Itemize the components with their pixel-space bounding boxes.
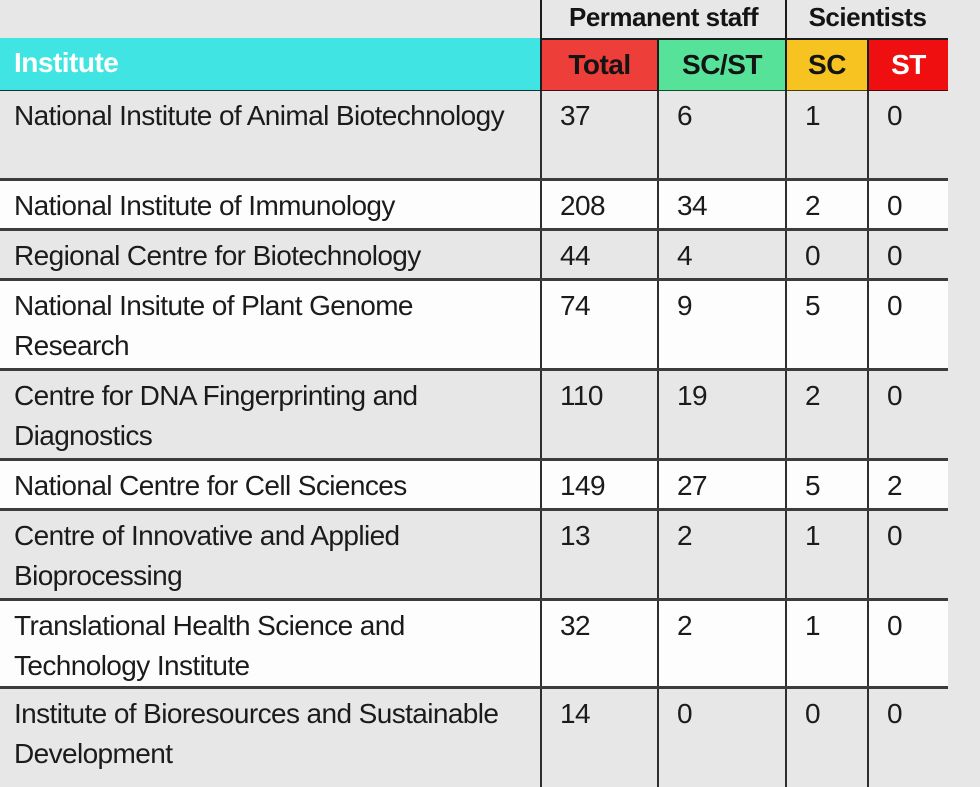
institute-name: Regional Centre for Biotechnology [14, 240, 421, 271]
table-row: Institute of Bioresources and Sustainabl… [0, 689, 948, 787]
total-value: 14 [540, 689, 657, 787]
column-header-st: ST [867, 38, 948, 93]
group-header-spacer [0, 0, 540, 38]
institute-name: National Insitute of Plant Genome Resear… [14, 290, 413, 361]
sc-st-value: 34 [657, 181, 785, 228]
column-header-sc-st: SC/ST [657, 38, 785, 93]
sc-value: 2 [785, 181, 867, 228]
sc-st-value: 6 [657, 91, 785, 178]
sc-st-value: 4 [657, 231, 785, 278]
group-header-row: Permanent staff Scientists [0, 0, 948, 38]
total-value: 13 [540, 511, 657, 598]
institute-name: National Institute of Animal Biotechnolo… [14, 100, 505, 131]
sc-value: 1 [785, 601, 867, 686]
sc-st-value: 0 [657, 689, 785, 787]
st-value: 0 [867, 181, 948, 228]
group-header-permanent-staff: Permanent staff [540, 0, 785, 38]
table-row: Regional Centre for Biotechnology 44 4 0… [0, 231, 948, 281]
total-value: 74 [540, 281, 657, 368]
institute-name: National Institute of Immunology [14, 190, 395, 221]
st-value: 0 [867, 511, 948, 598]
st-value: 0 [867, 281, 948, 368]
table-row: Centre of Innovative and Applied Bioproc… [0, 511, 948, 601]
sc-value: 0 [785, 231, 867, 278]
sc-st-value: 9 [657, 281, 785, 368]
institute-name: National Centre for Cell Sciences [14, 470, 407, 501]
st-value: 0 [867, 689, 948, 787]
total-value: 208 [540, 181, 657, 228]
st-value: 2 [867, 461, 948, 508]
column-header-row: Institute Total SC/ST SC ST [0, 38, 948, 93]
sc-value: 5 [785, 281, 867, 368]
sc-st-value: 2 [657, 511, 785, 598]
st-value: 0 [867, 601, 948, 686]
table-row: National Institute of Animal Biotechnolo… [0, 91, 948, 181]
sc-value: 5 [785, 461, 867, 508]
total-value: 44 [540, 231, 657, 278]
column-header-institute: Institute [0, 38, 540, 93]
institute-name: Institute of Bioresources and Sustainabl… [14, 698, 499, 769]
table-row: National Insitute of Plant Genome Resear… [0, 281, 948, 371]
table-row: Translational Health Science and Technol… [0, 601, 948, 689]
sc-value: 2 [785, 371, 867, 458]
institute-name: Centre of Innovative and Applied Bioproc… [14, 520, 400, 591]
total-value: 149 [540, 461, 657, 508]
group-header-scientists: Scientists [785, 0, 948, 38]
total-value: 110 [540, 371, 657, 458]
sc-st-value: 19 [657, 371, 785, 458]
st-value: 0 [867, 231, 948, 278]
institute-name: Centre for DNA Fingerprinting and Diagno… [14, 380, 418, 451]
institute-name: Translational Health Science and Technol… [14, 610, 405, 681]
total-value: 32 [540, 601, 657, 686]
sc-value: 0 [785, 689, 867, 787]
total-value: 37 [540, 91, 657, 178]
table-row: National Institute of Immunology 208 34 … [0, 181, 948, 231]
sc-st-value: 2 [657, 601, 785, 686]
st-value: 0 [867, 91, 948, 178]
table-row: National Centre for Cell Sciences 149 27… [0, 461, 948, 511]
column-header-total: Total [540, 38, 657, 93]
table-row: Centre for DNA Fingerprinting and Diagno… [0, 371, 948, 461]
data-table: Permanent staff Scientists Institute Tot… [0, 0, 948, 787]
sc-st-value: 27 [657, 461, 785, 508]
st-value: 0 [867, 371, 948, 458]
column-header-sc: SC [785, 38, 867, 93]
sc-value: 1 [785, 511, 867, 598]
sc-value: 1 [785, 91, 867, 178]
